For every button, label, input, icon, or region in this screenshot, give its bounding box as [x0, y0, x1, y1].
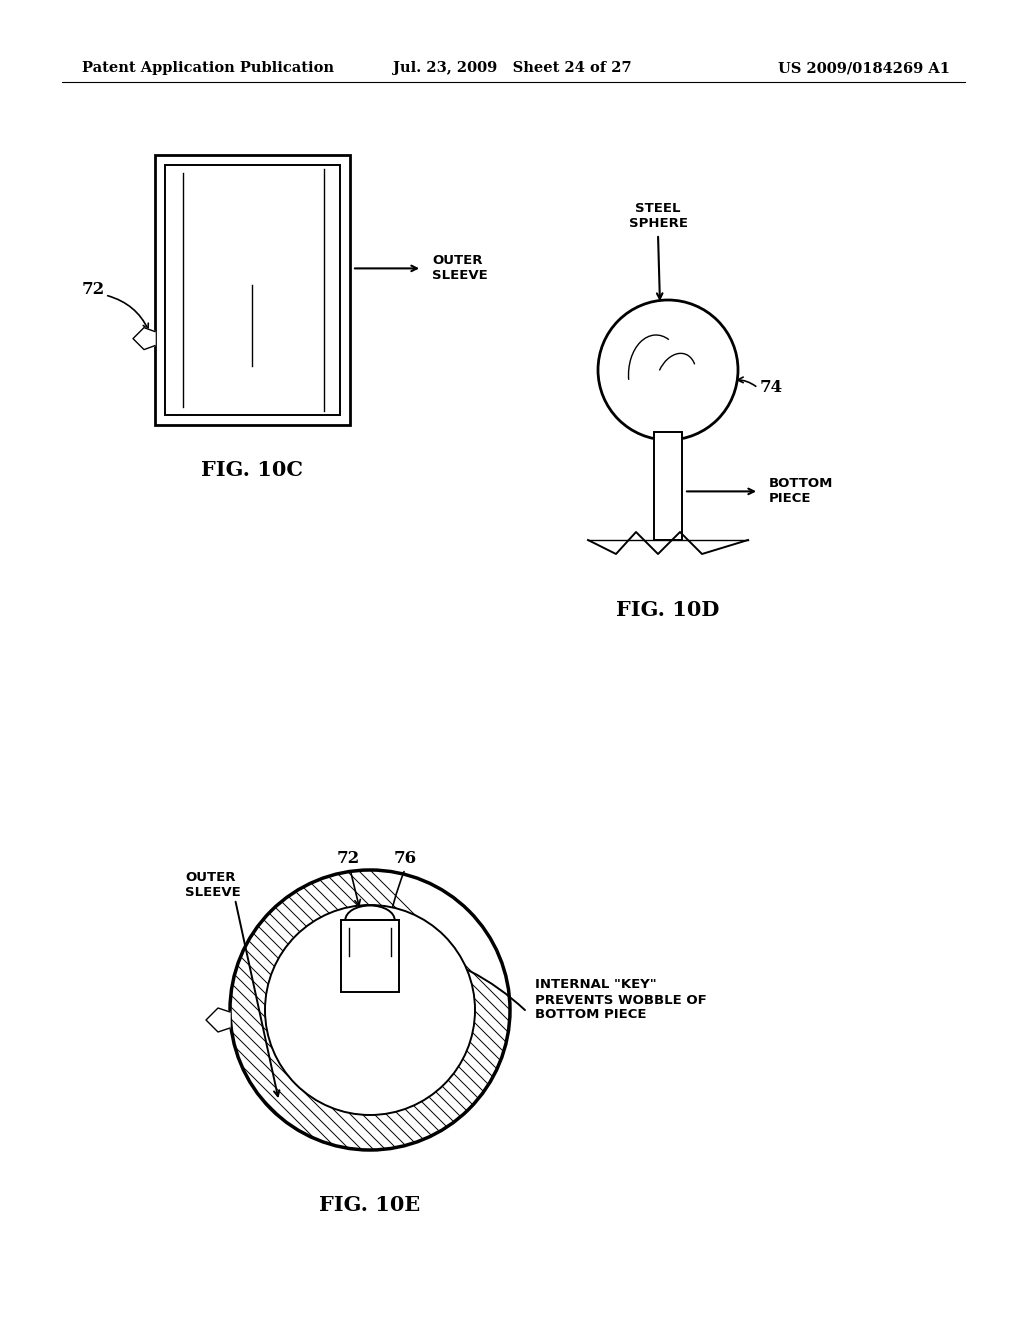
Text: OUTER
SLEEVE: OUTER SLEEVE: [185, 871, 241, 899]
Text: OUTER
SLEEVE: OUTER SLEEVE: [432, 255, 487, 282]
Text: 72: 72: [81, 281, 104, 298]
Polygon shape: [206, 1008, 230, 1032]
Circle shape: [598, 300, 738, 440]
Text: Jul. 23, 2009   Sheet 24 of 27: Jul. 23, 2009 Sheet 24 of 27: [392, 61, 632, 75]
Text: 76: 76: [393, 850, 417, 867]
Text: FIG. 10D: FIG. 10D: [616, 601, 720, 620]
Circle shape: [230, 870, 510, 1150]
Text: FIG. 10C: FIG. 10C: [201, 459, 303, 480]
Polygon shape: [133, 327, 155, 350]
Circle shape: [265, 906, 475, 1115]
Bar: [155, 154, 350, 425]
Bar: [654, 432, 682, 540]
Bar: [341, 920, 399, 993]
Text: FIG. 10E: FIG. 10E: [319, 1195, 421, 1214]
Text: US 2009/0184269 A1: US 2009/0184269 A1: [778, 61, 950, 75]
Text: INTERNAL "KEY"
PREVENTS WOBBLE OF
BOTTOM PIECE: INTERNAL "KEY" PREVENTS WOBBLE OF BOTTOM…: [535, 978, 707, 1022]
Text: 74: 74: [760, 380, 783, 396]
Text: 72: 72: [336, 850, 359, 867]
Text: Patent Application Publication: Patent Application Publication: [82, 61, 334, 75]
Text: BOTTOM
PIECE: BOTTOM PIECE: [769, 478, 834, 506]
Bar: [165, 165, 340, 414]
Text: STEEL
SPHERE: STEEL SPHERE: [629, 202, 687, 230]
